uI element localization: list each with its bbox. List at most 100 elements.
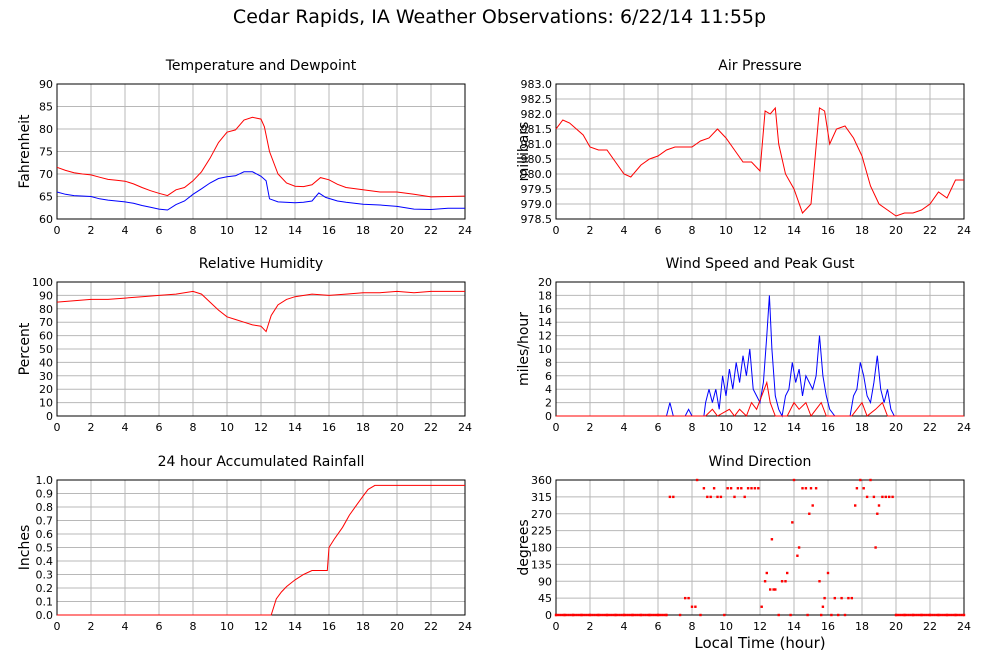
x-tick-label: 22 [923,224,937,237]
data-point [950,613,953,617]
y-axis-label: Inches [17,525,33,570]
x-tick-label: 24 [458,620,472,633]
data-point [608,613,611,617]
data-point [830,613,833,617]
x-tick-label: 14 [787,224,801,237]
x-tick-label: 10 [220,620,234,633]
data-point [583,613,586,617]
y-tick-label: 50 [39,343,53,356]
y-tick-label: 4 [545,383,552,396]
x-tick-label: 0 [553,421,560,434]
data-point [559,613,562,617]
x-tick-label: 2 [587,620,594,633]
data-point [840,596,843,600]
data-point [618,613,621,617]
data-point [624,613,627,617]
data-point [646,613,649,617]
data-point [847,596,850,600]
data-point [565,613,568,617]
y-tick-label: 980.0 [521,168,553,181]
data-point [661,613,664,617]
y-tick-label: 360 [531,474,552,487]
y-tick-label: 315 [531,491,552,504]
x-tick-label: 18 [855,421,869,434]
series-line-0 [57,484,465,616]
data-point [659,613,662,617]
data-point [820,613,823,617]
data-point [695,478,699,482]
data-point [726,487,729,490]
data-point [862,487,865,490]
data-point [915,613,918,617]
data-point [729,487,733,490]
plot-frame [555,479,965,616]
x-tick-label: 18 [356,421,370,434]
y-tick-label: 6 [545,370,552,383]
data-point [561,613,564,617]
data-point [939,613,942,617]
data-point [699,613,702,617]
data-point [905,613,908,617]
y-tick-label: 978.5 [521,213,553,226]
x-tick-label: 24 [458,224,472,237]
y-tick-label: 10 [538,343,552,356]
data-point [709,495,712,499]
data-point [571,613,574,617]
y-axis-label: miles/hour [516,312,532,386]
data-point [789,613,792,617]
data-point [733,495,736,499]
data-point [818,580,821,583]
x-tick-label: 16 [821,224,835,237]
x-tick-label: 8 [689,421,696,434]
x-tick-label: 10 [719,421,733,434]
x-tick-label: 6 [655,620,662,633]
y-tick-label: 180 [531,542,552,555]
y-tick-label: 90 [538,575,552,588]
data-point [954,613,957,617]
y-tick-label: 981.0 [521,138,553,151]
x-tick-label: 4 [122,224,129,237]
data-point [723,613,726,617]
x-tick-label: 0 [54,421,61,434]
x-tick-label: 12 [254,620,268,633]
x-tick-label: 12 [254,421,268,434]
data-point [587,613,590,617]
x-tick-label: 4 [621,224,628,237]
y-tick-label: 135 [531,558,552,571]
data-point [804,487,808,490]
x-tick-label: 6 [655,421,662,434]
data-point [628,613,631,617]
y-tick-label: 0 [46,410,53,423]
data-point [654,613,657,617]
data-point [636,613,639,617]
data-point [931,613,934,617]
data-point [903,613,906,617]
data-point [640,613,643,617]
data-point [772,588,775,591]
x-tick-label: 6 [156,620,163,633]
data-point [956,613,959,617]
data-point [581,613,584,617]
y-axis-label: millibars [516,122,532,182]
x-tick-label: 20 [390,224,404,237]
y-tick-label: 270 [531,508,552,521]
x-tick-label: 22 [923,421,937,434]
data-point [575,613,578,617]
series-line-1 [556,380,964,418]
data-point [960,613,963,617]
data-point [595,613,598,617]
data-point [736,487,740,490]
data-point [765,571,768,575]
x-tick-label: 4 [122,620,129,633]
data-point [690,605,694,608]
data-point [634,613,637,617]
data-point [593,613,596,617]
data-point [678,613,682,617]
x-tick-label: 22 [424,620,438,633]
y-tick-label: 14 [538,316,552,329]
data-point [567,613,570,617]
data-point [876,512,879,515]
